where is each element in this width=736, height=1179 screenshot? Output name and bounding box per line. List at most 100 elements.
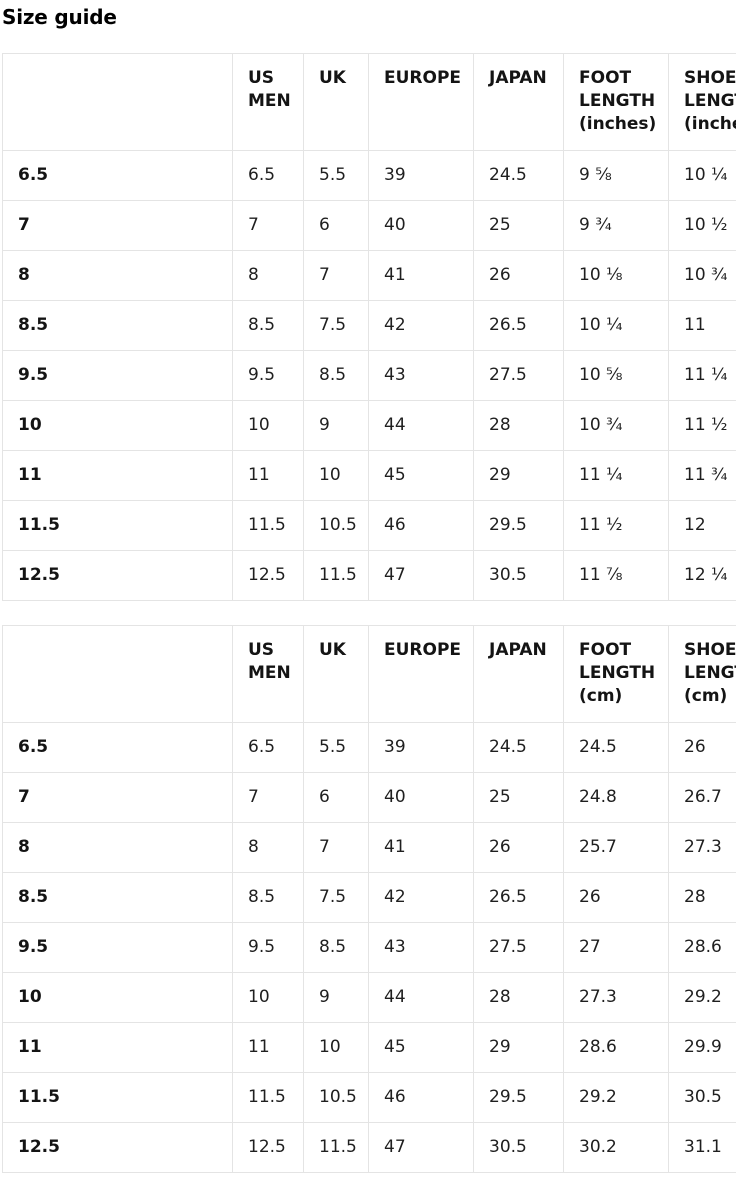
column-header: SHOES LENGTH (cm)	[668, 625, 736, 723]
table-row: 8.5 8.5 7.5 42 26.5 10 ¼ 11	[2, 300, 736, 351]
row-header-cell: 7	[2, 200, 233, 251]
size-value-cell: 8.5	[232, 300, 304, 351]
size-value-cell: 10.5	[303, 1072, 369, 1123]
size-value-cell: 25	[473, 772, 564, 823]
size-value-cell: 5.5	[303, 150, 369, 201]
size-value-cell: 27.5	[473, 922, 564, 973]
size-value-cell: 12 ¼	[668, 550, 736, 601]
row-header-cell: 8	[2, 250, 233, 301]
table-row: 6.5 6.5 5.5 39 24.5 9 ⅝ 10 ¼	[2, 150, 736, 201]
size-value-cell: 29.2	[563, 1072, 669, 1123]
size-value-cell: 10.5	[303, 500, 369, 551]
size-value-cell: 11 ¾	[668, 450, 736, 501]
size-value-cell: 9 ¾	[563, 200, 669, 251]
size-value-cell: 27.3	[668, 822, 736, 873]
size-value-cell: 40	[368, 200, 474, 251]
header-row: US MEN UK EUROPE JAPAN FOOT LENGTH (inches) S…	[2, 53, 736, 151]
size-value-cell: 44	[368, 972, 474, 1023]
size-value-cell: 8.5	[303, 922, 369, 973]
size-value-cell: 26	[563, 872, 669, 923]
size-value-cell: 8	[232, 822, 304, 873]
size-value-cell: 26	[473, 250, 564, 301]
size-value-cell: 26.5	[473, 872, 564, 923]
size-value-cell: 10 ⅝	[563, 350, 669, 401]
size-value-cell: 27	[563, 922, 669, 973]
size-value-cell: 12	[668, 500, 736, 551]
size-value-cell: 11 ⅞	[563, 550, 669, 601]
size-value-cell: 47	[368, 550, 474, 601]
size-value-cell: 12.5	[232, 550, 304, 601]
size-value-cell: 28	[473, 400, 564, 451]
size-value-cell: 30.5	[473, 550, 564, 601]
size-table-inches-header: US MEN UK EUROPE JAPAN FOOT LENGTH (inches) S…	[2, 53, 736, 151]
size-table-cm-body: 6.5 6.5 5.5 39 24.5 24.5 26 7 7 6 40 25 24.8 26.7 8 8 7 4…	[2, 722, 736, 1173]
size-value-cell: 11	[668, 300, 736, 351]
size-value-cell: 29	[473, 1022, 564, 1073]
table-row: 12.5 12.5 11.5 47 30.5 30.2 31.1	[2, 1122, 736, 1173]
table-row: 12.5 12.5 11.5 47 30.5 11 ⅞ 12 ¼	[2, 550, 736, 601]
size-value-cell: 26.5	[473, 300, 564, 351]
size-value-cell: 28	[473, 972, 564, 1023]
size-value-cell: 29.5	[473, 1072, 564, 1123]
row-header-cell: 11.5	[2, 1072, 233, 1123]
size-value-cell: 45	[368, 450, 474, 501]
size-value-cell: 11	[232, 450, 304, 501]
size-value-cell: 6.5	[232, 150, 304, 201]
column-header: US MEN	[232, 625, 304, 723]
corner-header-cell	[2, 53, 233, 151]
size-value-cell: 10 ¾	[668, 250, 736, 301]
size-value-cell: 7	[303, 822, 369, 873]
size-value-cell: 7	[232, 772, 304, 823]
column-header: SHOES LENGTH (inches)	[668, 53, 736, 151]
row-header-cell: 11.5	[2, 500, 233, 551]
size-value-cell: 26	[473, 822, 564, 873]
table-row: 11 11 10 45 29 11 ¼ 11 ¾	[2, 450, 736, 501]
size-value-cell: 7	[303, 250, 369, 301]
size-value-cell: 10 ⅛	[563, 250, 669, 301]
size-value-cell: 27.5	[473, 350, 564, 401]
size-value-cell: 10	[232, 400, 304, 451]
table-row: 11.5 11.5 10.5 46 29.5 29.2 30.5	[2, 1072, 736, 1123]
size-value-cell: 24.5	[563, 722, 669, 773]
size-value-cell: 43	[368, 922, 474, 973]
size-value-cell: 30.2	[563, 1122, 669, 1173]
size-value-cell: 41	[368, 250, 474, 301]
size-value-cell: 29	[473, 450, 564, 501]
row-header-cell: 8	[2, 822, 233, 873]
page-title: Size guide	[2, 5, 117, 29]
size-value-cell: 9 ⅝	[563, 150, 669, 201]
size-value-cell: 10	[232, 972, 304, 1023]
size-value-cell: 43	[368, 350, 474, 401]
size-value-cell: 10 ¼	[668, 150, 736, 201]
size-value-cell: 42	[368, 872, 474, 923]
size-value-cell: 24.8	[563, 772, 669, 823]
size-value-cell: 6	[303, 200, 369, 251]
size-value-cell: 29.5	[473, 500, 564, 551]
table-row: 7 7 6 40 25 24.8 26.7	[2, 772, 736, 823]
size-value-cell: 10 ½	[668, 200, 736, 251]
size-value-cell: 9.5	[232, 350, 304, 401]
row-header-cell: 7	[2, 772, 233, 823]
size-value-cell: 5.5	[303, 722, 369, 773]
size-value-cell: 26.7	[668, 772, 736, 823]
table-row: 10 10 9 44 28 27.3 29.2	[2, 972, 736, 1023]
column-header: FOOT LENGTH (cm)	[563, 625, 669, 723]
column-header: EUROPE	[368, 53, 474, 151]
corner-header-cell	[2, 625, 233, 723]
size-value-cell: 10 ¾	[563, 400, 669, 451]
size-value-cell: 8	[232, 250, 304, 301]
size-value-cell: 10 ¼	[563, 300, 669, 351]
row-header-cell: 6.5	[2, 150, 233, 201]
size-value-cell: 44	[368, 400, 474, 451]
size-value-cell: 46	[368, 1072, 474, 1123]
column-header: JAPAN	[473, 625, 564, 723]
size-table-inches: US MEN UK EUROPE JAPAN FOOT LENGTH (inches) S…	[2, 53, 736, 601]
size-value-cell: 28	[668, 872, 736, 923]
table-row: 10 10 9 44 28 10 ¾ 11 ½	[2, 400, 736, 451]
table-row: 9.5 9.5 8.5 43 27.5 27 28.6	[2, 922, 736, 973]
row-header-cell: 12.5	[2, 1122, 233, 1173]
row-header-cell: 9.5	[2, 922, 233, 973]
table-row: 8 8 7 41 26 25.7 27.3	[2, 822, 736, 873]
